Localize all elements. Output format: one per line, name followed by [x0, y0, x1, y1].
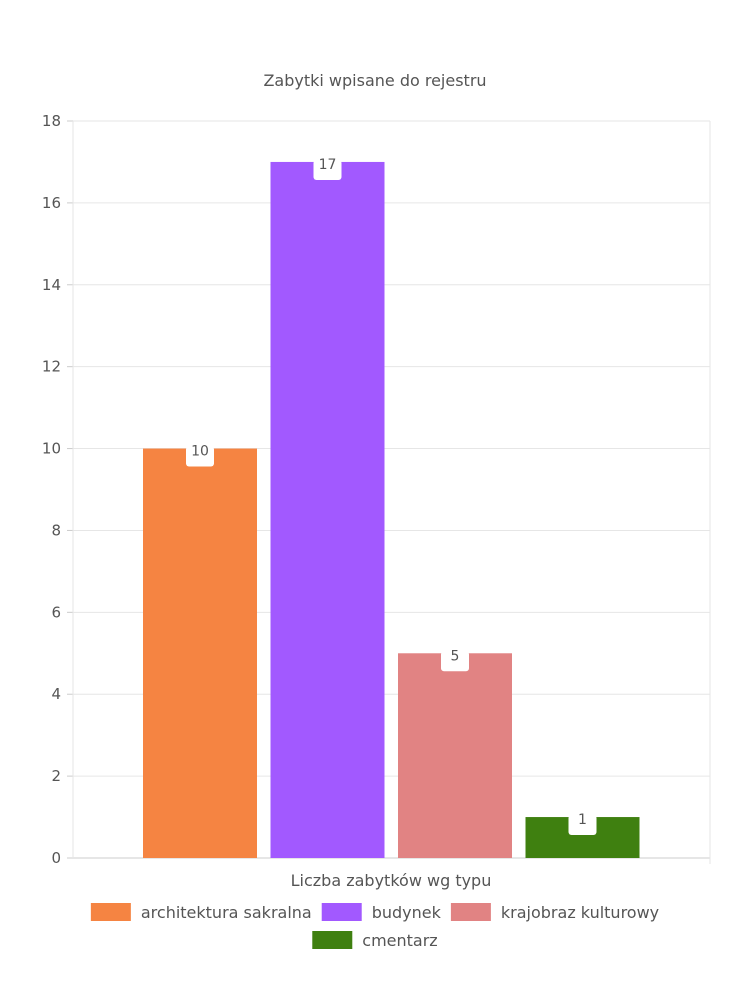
legend-item-architektura-sakralna[interactable]: architektura sakralna	[90, 903, 312, 922]
y-tick-label: 12	[42, 358, 61, 376]
legend-swatch	[312, 931, 353, 949]
legend-swatch	[90, 903, 131, 921]
legend-label: architektura sakralna	[141, 903, 312, 922]
legend: architektura sakralna budynek krajobraz ku…	[90, 903, 659, 950]
y-axis-ticks: 0 2 4 6 8 10 12 14 16 18	[42, 112, 61, 867]
legend-item-budynek[interactable]: budynek	[321, 903, 442, 922]
data-labels: 10 17 5 1	[186, 157, 597, 836]
data-label: 1	[568, 812, 597, 836]
data-label: 5	[441, 648, 469, 672]
data-label-box	[441, 651, 469, 672]
y-tick-label: 6	[51, 603, 61, 621]
legend-item-krajobraz-kulturowy[interactable]: krajobraz kulturowy	[450, 903, 659, 922]
y-tick-label: 10	[42, 440, 61, 458]
data-label-text: 17	[319, 157, 337, 173]
y-tick-label: 8	[51, 521, 61, 539]
y-tick-label: 16	[42, 194, 61, 212]
data-label-box	[313, 159, 342, 180]
data-label-text: 10	[191, 444, 209, 460]
data-label-box	[186, 446, 214, 467]
y-tick-label: 4	[51, 685, 61, 703]
bar-krajobraz-kulturowy	[398, 653, 512, 858]
legend-item-cmentarz[interactable]: cmentarz	[312, 931, 438, 950]
data-label-text: 5	[451, 648, 460, 664]
legend-swatch	[321, 903, 362, 921]
legend-swatch	[450, 903, 491, 921]
data-label: 10	[186, 444, 214, 467]
data-label: 17	[313, 157, 342, 180]
legend-label: cmentarz	[362, 931, 437, 950]
chart-title: Zabytki wpisane do rejestru	[263, 71, 486, 90]
y-tick-label: 14	[42, 276, 61, 294]
y-tick-label: 2	[51, 767, 61, 785]
x-axis-label: Liczba zabytków wg typu	[291, 871, 492, 890]
y-tick-label: 18	[42, 112, 61, 130]
bars	[143, 161, 640, 858]
legend-label: krajobraz kulturowy	[501, 903, 659, 922]
bar-architektura-sakralna	[143, 448, 257, 858]
data-label-text: 1	[578, 812, 587, 828]
data-label-box	[568, 815, 597, 836]
legend-label: budynek	[372, 903, 442, 922]
bar-budynek	[270, 161, 385, 858]
y-tick-label: 0	[51, 849, 61, 867]
